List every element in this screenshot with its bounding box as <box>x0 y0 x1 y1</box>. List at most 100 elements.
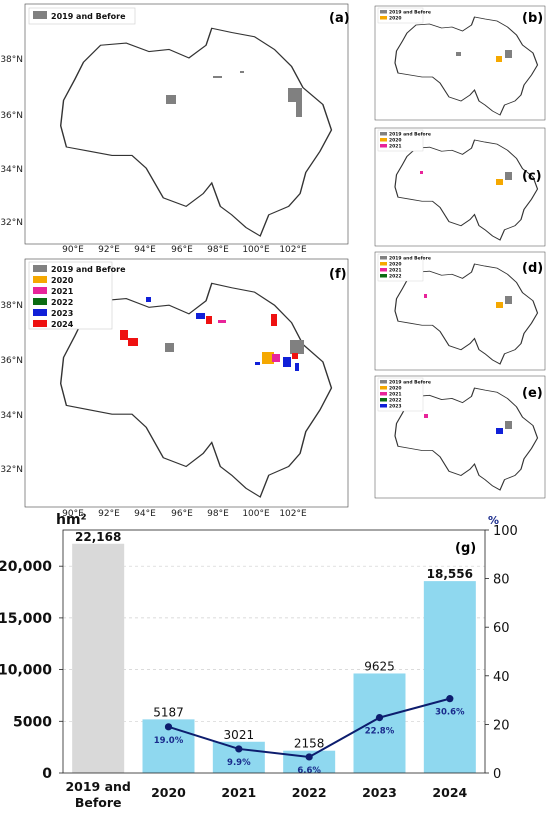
lon-tick: 90°E <box>62 245 84 255</box>
panel-f-patch <box>206 316 212 324</box>
bar-value-label: 9625 <box>364 659 395 673</box>
lat-tick: 32°N <box>0 218 23 228</box>
legend-swatch <box>380 380 387 384</box>
panel-d-patch <box>496 302 503 308</box>
bar-value-label: 3021 <box>224 728 255 742</box>
legend-swatch <box>380 268 387 272</box>
left-tick-label: 5000 <box>13 714 52 730</box>
panel-f: 2019 and Before 2020 2021 2022 2023 2024… <box>0 259 348 519</box>
right-tick-label: 80 <box>493 573 510 588</box>
lon-tick: 92°E <box>98 509 120 519</box>
panel-c-frame <box>374 127 546 247</box>
legend-label: 2019 and Before <box>51 12 126 21</box>
lat-tick: 36°N <box>0 356 23 366</box>
left-tick-label: 15,000 <box>0 611 52 627</box>
panel-c-boundary <box>395 140 538 240</box>
legend-swatch <box>380 132 387 136</box>
legend-swatch <box>380 144 387 148</box>
legend-swatch <box>380 404 387 408</box>
left-tick-label: 0 <box>42 766 52 782</box>
panel-b-label: (b) <box>522 11 543 26</box>
panel-a-patch <box>213 76 222 78</box>
legend-label: 2020 <box>389 262 402 268</box>
panel-f-patch <box>292 353 298 359</box>
panel-c: 2019 and Before 2020 2021 (c) <box>375 128 545 246</box>
left-axis-unit: hm² <box>56 512 87 528</box>
right-axis-unit: % <box>488 514 499 527</box>
panel-f-patch <box>262 352 274 364</box>
legend-swatch <box>33 11 47 19</box>
legend-swatch <box>33 276 47 283</box>
panel-f-patch <box>290 340 304 354</box>
panel-f-patch <box>120 330 128 340</box>
panel-f-patch <box>218 320 226 323</box>
legend-label: 2024 <box>51 320 74 329</box>
percent-point <box>164 723 173 731</box>
panel-a-frame <box>24 3 349 245</box>
category-label: 2024 <box>432 785 467 800</box>
right-tick-label: 100 <box>493 524 518 539</box>
category-label: 2022 <box>292 785 327 800</box>
right-tick-label: 20 <box>493 718 510 733</box>
lon-tick: 98°E <box>207 509 229 519</box>
legend-label: 2021 <box>389 144 402 150</box>
lon-tick: 100°E <box>242 245 270 255</box>
category-label: 2021 <box>221 785 256 800</box>
percent-label: 6.6% <box>297 766 321 776</box>
lon-tick: 92°E <box>98 245 120 255</box>
lat-tick: 38°N <box>0 301 23 311</box>
legend-swatch <box>33 320 47 327</box>
panel-g-label: (g) <box>455 541 476 556</box>
panel-f-patch <box>272 354 280 362</box>
panel-c-patch <box>420 171 423 174</box>
lat-tick: 32°N <box>0 465 23 475</box>
panel-e-patch <box>505 421 512 429</box>
lon-tick: 102°E <box>279 509 307 519</box>
legend-label: 2020 <box>389 386 402 392</box>
lon-tick: 90°E <box>62 509 84 519</box>
legend-swatch <box>33 309 47 316</box>
percent-point <box>375 713 384 722</box>
percent-point <box>446 695 454 703</box>
percent-label: 30.6% <box>435 708 465 718</box>
panel-c-patch <box>505 172 512 180</box>
lon-tick: 94°E <box>134 245 156 255</box>
legend-label: 2020 <box>51 276 74 285</box>
panel-e-frame <box>374 375 546 499</box>
panel-b-patch <box>496 56 502 62</box>
panel-f-legend <box>28 261 113 330</box>
lat-tick: 36°N <box>0 111 23 121</box>
right-tick-label: 60 <box>493 621 510 636</box>
lon-tick: 98°E <box>207 245 229 255</box>
percent-point <box>305 753 313 761</box>
panel-b-frame <box>374 5 546 121</box>
panel-b: 2019 and Before 2020 (b) <box>375 6 545 120</box>
legend-label: 2019 and Before <box>389 132 431 138</box>
panel-a-boundary <box>61 28 332 236</box>
lon-tick: 102°E <box>279 245 307 255</box>
panel-a-label: (a) <box>329 11 350 26</box>
panel-d-label: (d) <box>522 261 543 276</box>
panel-c-legend <box>377 129 424 152</box>
panel-f-label: (f) <box>329 267 347 282</box>
lat-tick: 38°N <box>0 55 23 65</box>
bar <box>353 673 406 773</box>
panel-f-patch <box>283 357 291 367</box>
legend-swatch <box>33 298 47 305</box>
legend-label: 2019 and Before <box>51 265 126 274</box>
panel-a-patch <box>240 71 244 73</box>
panel-e-patch <box>496 428 503 434</box>
legend-swatch <box>380 10 387 14</box>
panel-d-frame <box>374 251 546 371</box>
left-tick-label: 10,000 <box>0 663 52 679</box>
legend-swatch <box>380 262 387 266</box>
lon-tick: 94°E <box>134 509 156 519</box>
lon-tick: 96°E <box>171 245 193 255</box>
category-label: 2023 <box>362 785 397 800</box>
panel-e: 2019 and Before 2020 2021 2022 2023 (e) <box>375 376 545 498</box>
legend-swatch <box>33 287 47 294</box>
legend-label: 2021 <box>389 392 402 398</box>
bar <box>423 581 476 773</box>
legend-label: 2022 <box>389 398 402 404</box>
